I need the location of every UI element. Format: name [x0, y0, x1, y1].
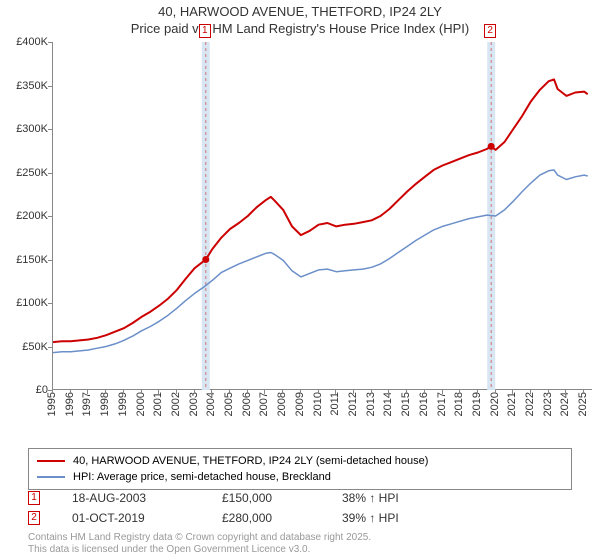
x-tick-label: 2023 [542, 392, 554, 416]
title-subtitle: Price paid vs. HM Land Registry's House … [0, 21, 600, 38]
plot-area [52, 42, 592, 390]
x-tick-label: 2013 [365, 392, 377, 416]
chart-svg [53, 42, 593, 390]
series-hpi [53, 170, 588, 353]
x-tick-label: 2012 [347, 392, 359, 416]
title-address: 40, HARWOOD AVENUE, THETFORD, IP24 2LY [0, 4, 600, 21]
x-tick-label: 2018 [453, 392, 465, 416]
x-tick-label: 2008 [276, 392, 288, 416]
x-tick-label: 2021 [506, 392, 518, 416]
footer-line2: This data is licensed under the Open Gov… [28, 544, 572, 556]
x-tick-label: 2019 [471, 392, 483, 416]
data-point-row: 2 01-OCT-2019£280,00039% ↑ HPI [28, 508, 572, 528]
x-tick-label: 2007 [258, 392, 270, 416]
x-tick-label: 1996 [64, 392, 76, 416]
x-tick-label: 2014 [382, 392, 394, 416]
x-tick-label: 2017 [436, 392, 448, 416]
x-tick-label: 2000 [135, 392, 147, 416]
data-point-delta: 39% ↑ HPI [342, 511, 399, 525]
data-point-price: £280,000 [222, 511, 342, 525]
legend-label: 40, HARWOOD AVENUE, THETFORD, IP24 2LY (… [73, 455, 428, 467]
chart-title: 40, HARWOOD AVENUE, THETFORD, IP24 2LY P… [0, 0, 600, 38]
x-tick-label: 2001 [152, 392, 164, 416]
y-axis-labels: £0£50K£100K£150K£200K£250K£300K£350K£400… [8, 42, 50, 390]
series-price-paid [53, 79, 588, 342]
legend-swatch [37, 460, 65, 462]
chart-area: £0£50K£100K£150K£200K£250K£300K£350K£400… [8, 42, 592, 420]
data-point-row: 1 18-AUG-2003£150,00038% ↑ HPI [28, 488, 572, 508]
x-tick-label: 2011 [329, 392, 341, 416]
y-tick-label: £200K [16, 210, 48, 222]
x-tick-label: 2022 [524, 392, 536, 416]
x-tick-label: 2002 [170, 392, 182, 416]
data-point-date: 01-OCT-2019 [72, 511, 222, 525]
x-tick-label: 2005 [223, 392, 235, 416]
data-point-delta: 38% ↑ HPI [342, 491, 399, 505]
x-tick-label: 1998 [99, 392, 111, 416]
y-tick-label: £50K [22, 341, 48, 353]
marker-label-box: 2 [484, 24, 496, 38]
y-tick-label: £100K [16, 297, 48, 309]
data-point-date: 18-AUG-2003 [72, 491, 222, 505]
x-tick-label: 2003 [188, 392, 200, 416]
legend: 40, HARWOOD AVENUE, THETFORD, IP24 2LY (… [28, 448, 572, 490]
y-tick-label: £400K [16, 36, 48, 48]
marker-dot [202, 256, 209, 263]
x-tick-label: 2015 [400, 392, 412, 416]
y-tick-label: £150K [16, 254, 48, 266]
data-points-table: 1 18-AUG-2003£150,00038% ↑ HPI 2 01-OCT-201… [28, 488, 572, 528]
legend-row: HPI: Average price, semi-detached house,… [37, 469, 563, 485]
x-tick-label: 2006 [241, 392, 253, 416]
y-tick-label: £250K [16, 167, 48, 179]
x-tick-label: 1997 [81, 392, 93, 416]
x-tick-label: 2009 [294, 392, 306, 416]
x-tick-label: 1995 [46, 392, 58, 416]
y-tick-label: £300K [16, 123, 48, 135]
x-tick-label: 2025 [577, 392, 589, 416]
footer-attribution: Contains HM Land Registry data © Crown c… [28, 532, 572, 556]
footer-line1: Contains HM Land Registry data © Crown c… [28, 532, 572, 544]
x-tick-label: 2016 [418, 392, 430, 416]
x-tick-label: 2004 [205, 392, 217, 416]
y-tick-label: £350K [16, 80, 48, 92]
legend-row: 40, HARWOOD AVENUE, THETFORD, IP24 2LY (… [37, 453, 563, 469]
data-point-price: £150,000 [222, 491, 342, 505]
marker-dot [488, 143, 495, 150]
x-tick-label: 2024 [559, 392, 571, 416]
x-tick-label: 1999 [117, 392, 129, 416]
x-axis-labels: 1995199619971998199920002001200220032004… [52, 392, 592, 420]
data-point-marker: 1 [28, 491, 40, 505]
data-point-marker: 2 [28, 511, 40, 525]
x-tick-label: 2010 [312, 392, 324, 416]
legend-label: HPI: Average price, semi-detached house,… [73, 471, 331, 483]
x-tick-label: 2020 [489, 392, 501, 416]
legend-swatch [37, 476, 65, 478]
marker-label-box: 1 [199, 24, 211, 38]
